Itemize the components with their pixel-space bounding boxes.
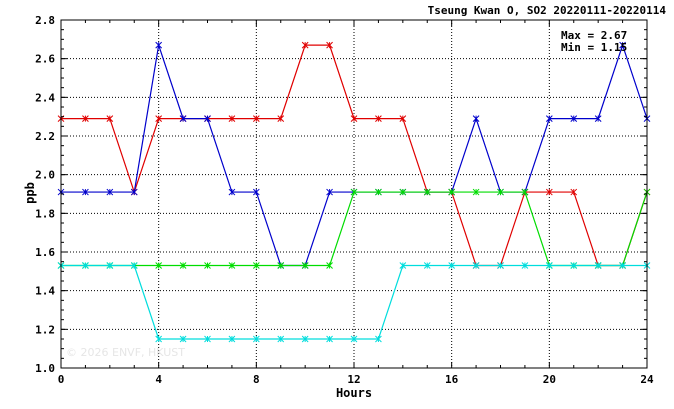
data-point xyxy=(399,262,407,269)
watermark: © 2026 ENVF, HKUST xyxy=(66,346,185,359)
x-tick-label: 12 xyxy=(347,373,360,386)
y-tick-label: 2.2 xyxy=(35,130,55,143)
data-point xyxy=(252,262,260,269)
data-point xyxy=(326,335,333,343)
data-point xyxy=(155,335,163,343)
data-point xyxy=(252,335,260,343)
min-label: Min = 1.15 xyxy=(561,41,627,54)
x-tick-label: 0 xyxy=(58,373,65,386)
data-point xyxy=(472,262,480,269)
y-tick-label: 1.0 xyxy=(35,362,55,375)
data-point xyxy=(204,262,211,269)
data-point xyxy=(619,41,626,49)
data-point xyxy=(545,115,553,122)
data-point xyxy=(375,188,382,196)
x-tick-label: 16 xyxy=(445,373,459,386)
data-point xyxy=(326,262,333,269)
data-point xyxy=(472,188,480,196)
data-point xyxy=(277,262,285,269)
data-point xyxy=(106,262,114,269)
data-point xyxy=(423,188,431,196)
data-point xyxy=(252,115,260,122)
data-point xyxy=(619,262,626,269)
x-tick-label: 20 xyxy=(543,373,556,386)
data-point xyxy=(82,115,89,122)
y-tick-label: 1.4 xyxy=(35,285,55,298)
data-point xyxy=(350,335,358,343)
data-point xyxy=(472,115,480,122)
ticks: 0 4 8 12 16 20 24 1.0 1.2 1.4 1.6 1.8 2.0 2.2 2.4 2.6 2.… xyxy=(35,14,654,386)
data-point xyxy=(448,188,456,196)
series-layer xyxy=(57,41,651,343)
data-point xyxy=(497,262,504,269)
data-point xyxy=(326,188,333,196)
data-point xyxy=(252,188,260,196)
data-point xyxy=(130,262,138,269)
data-point xyxy=(155,41,163,49)
data-point xyxy=(179,115,187,122)
data-point xyxy=(179,335,187,343)
data-point xyxy=(179,262,187,269)
data-point xyxy=(204,335,211,343)
x-axis-label: Hours xyxy=(336,386,372,400)
data-point xyxy=(228,188,236,196)
y-tick-label: 1.2 xyxy=(35,323,55,336)
data-point xyxy=(277,115,285,122)
data-point xyxy=(399,188,407,196)
chart-title: Tseung Kwan O, SO2 20220111-20220114 xyxy=(428,4,667,17)
y-axis-label: ppb xyxy=(23,182,37,204)
data-point xyxy=(545,262,553,269)
data-point xyxy=(228,115,236,122)
data-point xyxy=(594,262,602,269)
data-point xyxy=(570,262,578,269)
data-point xyxy=(301,41,309,49)
data-point xyxy=(301,335,309,343)
data-point xyxy=(204,115,211,122)
data-point xyxy=(399,115,407,122)
data-point xyxy=(130,188,138,196)
data-point xyxy=(228,262,236,269)
data-point xyxy=(106,188,114,196)
data-point xyxy=(228,335,236,343)
data-point xyxy=(155,115,163,122)
x-tick-label: 24 xyxy=(640,373,654,386)
data-point xyxy=(350,115,358,122)
x-tick-label: 4 xyxy=(155,373,162,386)
data-point xyxy=(423,262,431,269)
series-3 xyxy=(57,262,651,343)
y-tick-label: 1.8 xyxy=(35,207,55,220)
data-point xyxy=(521,262,529,269)
data-point xyxy=(594,115,602,122)
data-point xyxy=(277,335,285,343)
data-point xyxy=(326,41,333,49)
data-point xyxy=(521,188,529,196)
x-tick-label: 8 xyxy=(253,373,260,386)
data-point xyxy=(350,188,358,196)
max-label: Max = 2.67 xyxy=(561,29,627,42)
y-tick-label: 2.4 xyxy=(35,91,55,104)
data-point xyxy=(375,335,382,343)
y-tick-label: 1.6 xyxy=(35,246,55,259)
data-point xyxy=(545,188,553,196)
data-point xyxy=(106,115,114,122)
data-point xyxy=(375,115,382,122)
data-point xyxy=(448,262,456,269)
data-point xyxy=(570,115,578,122)
y-tick-label: 2.0 xyxy=(35,169,55,182)
y-tick-label: 2.8 xyxy=(35,14,55,27)
data-point xyxy=(155,262,163,269)
data-point xyxy=(82,262,89,269)
data-point xyxy=(497,188,504,196)
data-point xyxy=(570,188,578,196)
data-point xyxy=(82,188,89,196)
data-point xyxy=(301,262,309,269)
y-tick-label: 2.6 xyxy=(35,53,55,66)
